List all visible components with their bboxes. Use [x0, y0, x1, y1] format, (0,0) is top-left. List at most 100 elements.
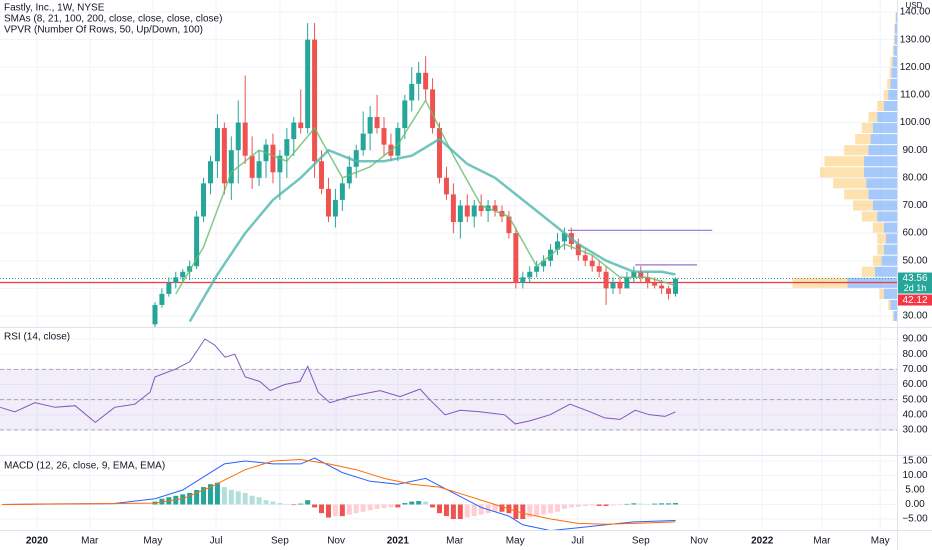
macd-histogram-bar: [430, 504, 436, 508]
macd-histogram-bar: [291, 504, 297, 506]
volume-up: [872, 123, 897, 134]
y-tick-label: 15.00: [902, 456, 927, 467]
macd-histogram-bar: [353, 504, 359, 514]
macd-histogram-bar: [256, 497, 262, 505]
macd-histogram-bar: [582, 504, 588, 506]
volume-down: [820, 167, 864, 178]
macd-histogram-bar: [554, 504, 560, 512]
candle-body: [284, 139, 290, 156]
macd-histogram-bar: [548, 504, 554, 514]
macd-histogram-bar: [471, 504, 477, 517]
macd-histogram-bar: [187, 492, 193, 505]
candle-body: [492, 205, 498, 211]
volume-up: [868, 145, 897, 156]
y-tick-label: 60.00: [902, 228, 927, 239]
volume-down: [868, 111, 878, 123]
y-tick-label: 50.00: [902, 255, 927, 266]
y-tick-label: 0.00: [905, 499, 925, 510]
candle-body: [319, 161, 325, 189]
macd-histogram-bar: [659, 503, 665, 505]
macd-line: [2, 457, 676, 530]
candle-body: [381, 128, 387, 145]
macd-histogram-bar: [589, 504, 595, 506]
macd-histogram-bar: [610, 504, 616, 506]
y-tick-label: 110.00: [900, 90, 930, 101]
macd-histogram-bar: [617, 504, 623, 506]
volume-up: [888, 89, 897, 100]
volume-up: [894, 34, 897, 45]
x-tick-label: Sep: [271, 536, 289, 547]
x-tick-label: 2020: [26, 536, 49, 547]
y-tick-label: 130.00: [900, 34, 931, 45]
candle-body: [312, 39, 318, 162]
candle-body: [374, 117, 380, 129]
candle-body: [603, 271, 609, 289]
candle-body: [242, 122, 248, 156]
macd-histogram-bar: [388, 504, 394, 508]
candle-body: [437, 128, 443, 178]
y-tick-label: 60.00: [902, 379, 927, 390]
volume-down: [888, 299, 891, 310]
macd-histogram-bar: [541, 504, 547, 515]
candle-body: [360, 133, 366, 151]
y-tick-label: 90.00: [902, 145, 927, 156]
candle-body: [395, 128, 401, 156]
candle-body: [228, 150, 234, 184]
macd-histogram-bar: [645, 503, 651, 505]
volume-down: [890, 56, 893, 67]
macd-histogram-bar: [520, 504, 526, 520]
indicator-label: MACD (12, 26, close, 9, EMA, EMA): [4, 461, 165, 472]
macd-histogram-bar: [527, 504, 533, 518]
macd-histogram-bar: [194, 489, 200, 505]
macd-histogram-bar: [325, 504, 331, 518]
candle-body: [270, 144, 276, 173]
macd-histogram-bar: [298, 503, 304, 505]
volume-down: [877, 100, 884, 111]
macd-histogram-bar: [402, 503, 408, 505]
macd-histogram-bar: [332, 504, 338, 517]
chart-layer: [0, 0, 897, 530]
macd-histogram-bar: [207, 484, 213, 505]
sma-line: [175, 98, 676, 295]
macd-histogram-bar: [666, 503, 672, 505]
candle-body: [256, 161, 262, 178]
x-tick-label: May: [506, 536, 525, 547]
level-price-label: 42.12: [902, 295, 927, 306]
macd-histogram-bar: [339, 504, 345, 517]
volume-up: [883, 222, 897, 233]
x-tick-label: Sep: [632, 536, 650, 547]
candle-body: [235, 122, 241, 151]
y-tick-label: −5.00: [902, 514, 928, 525]
sma-line: [188, 137, 676, 323]
candle-body: [457, 205, 463, 223]
candle-body: [527, 271, 533, 278]
macd-histogram-bar: [457, 504, 463, 520]
y-tick-label: 90.00: [902, 334, 927, 345]
macd-histogram-bar: [603, 504, 609, 506]
macd-histogram-bar: [367, 504, 373, 511]
candle-body: [534, 266, 540, 272]
macd-line: [2, 458, 676, 525]
volume-down: [872, 222, 884, 233]
volume-down: [879, 288, 884, 299]
volume-up: [895, 12, 897, 23]
last-price-label: 43.56: [902, 273, 927, 284]
volume-down: [883, 89, 889, 100]
x-tick-label: 2022: [751, 536, 774, 547]
candle-body: [520, 277, 526, 283]
x-tick-label: Nov: [690, 536, 708, 547]
macd-histogram-bar: [409, 501, 415, 505]
candle-body: [617, 282, 623, 289]
x-tick-label: Jul: [571, 536, 584, 547]
volume-up: [872, 200, 897, 211]
candle-body: [277, 155, 283, 173]
candle-body: [430, 89, 436, 129]
candle-body: [402, 100, 408, 129]
candle-body: [624, 277, 630, 289]
candle-body: [506, 216, 512, 234]
candle-body: [554, 241, 560, 250]
candle-body: [221, 128, 227, 184]
candle-body: [166, 282, 172, 294]
candle-body: [582, 255, 588, 261]
candle-body: [610, 282, 616, 289]
